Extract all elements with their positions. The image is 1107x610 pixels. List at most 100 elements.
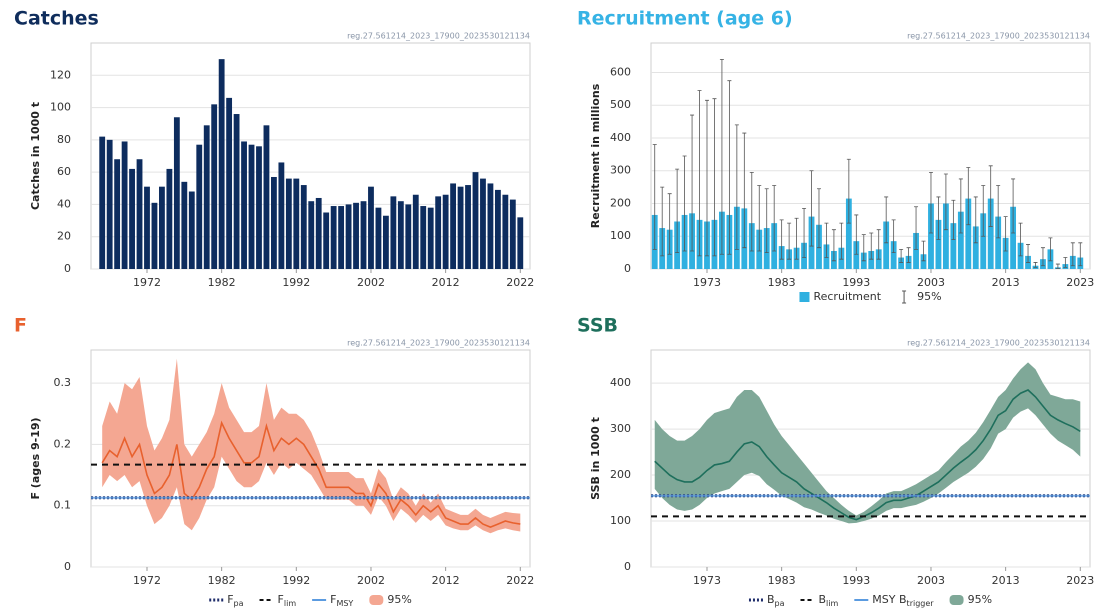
bar	[382, 215, 389, 269]
error-bar	[660, 186, 665, 257]
bar	[853, 241, 860, 269]
bar	[913, 232, 919, 269]
chart-title: Catches	[14, 8, 99, 30]
y-axis-label: Catches in 1000 t	[29, 102, 42, 210]
legend-label: MSY Btrigger	[872, 593, 934, 608]
error-bar	[1063, 257, 1068, 268]
x-tick-label: 2013	[992, 276, 1020, 289]
legend-subscript: lim	[284, 599, 296, 608]
x-tick-label: 2022	[506, 276, 534, 289]
y-tick-label: 500	[610, 98, 631, 111]
error-bar	[973, 196, 978, 244]
y-tick-label: 200	[610, 468, 631, 481]
chart-title: F	[14, 315, 27, 337]
x-tick-label: 2003	[917, 574, 945, 587]
bar	[360, 201, 367, 269]
bar	[218, 59, 225, 270]
y-tick-label: 0	[624, 262, 631, 275]
bar	[972, 226, 979, 269]
legend-label: 95%	[968, 593, 992, 606]
y-tick-label: 60	[57, 165, 71, 178]
bar	[987, 198, 994, 269]
legend-band	[949, 595, 964, 605]
error-bar	[1033, 262, 1038, 268]
error-bar	[1040, 247, 1045, 267]
legend-subscript: MSY	[336, 599, 353, 608]
legend-label: 95%	[387, 593, 411, 606]
bar	[300, 185, 307, 269]
error-bar	[682, 155, 687, 252]
bar	[883, 221, 890, 269]
bar	[390, 196, 397, 269]
error-bar	[1026, 244, 1031, 263]
legend-text: 95%	[387, 593, 411, 606]
confidence-band	[654, 362, 1081, 524]
error-bar	[936, 196, 941, 240]
y-tick-label: 300	[610, 164, 631, 177]
legend: Bpa Blim MSY Btrigger 95%	[748, 593, 992, 608]
x-tick-label: 2012	[432, 276, 460, 289]
legend-swatch	[799, 292, 810, 302]
chart-title: SSB	[577, 315, 618, 337]
error-bar	[779, 219, 784, 260]
bar	[263, 125, 270, 269]
x-tick-label: 1993	[842, 276, 870, 289]
bar	[271, 176, 277, 269]
bar	[345, 204, 352, 269]
error-bar	[1018, 222, 1023, 257]
bar	[106, 139, 113, 269]
bar	[121, 141, 128, 269]
bar	[151, 202, 158, 269]
legend-text: F	[330, 593, 336, 606]
legend-text: B	[819, 593, 827, 606]
y-tick-label: 40	[57, 197, 71, 210]
x-tick-label: 2002	[357, 574, 385, 587]
bar	[412, 194, 419, 269]
legend-label: FMSY	[330, 593, 353, 608]
error-bar	[943, 173, 948, 231]
y-tick-label: 0	[64, 560, 71, 573]
bar	[435, 196, 442, 269]
y-tick-label: 0	[64, 262, 71, 275]
error-bar	[861, 234, 866, 262]
x-tick-label: 2022	[506, 574, 534, 587]
error-bar	[958, 178, 963, 234]
legend-band	[369, 595, 384, 605]
error-bar	[906, 247, 911, 263]
source-note: reg.27.561214_2023_17900_2023530121134	[347, 339, 530, 348]
error-bar	[652, 144, 657, 250]
legend-subscript: pa	[775, 599, 785, 608]
legend-label: 95%	[917, 290, 941, 303]
x-tick-label: 1972	[133, 276, 161, 289]
legend-label: Fpa	[227, 593, 243, 608]
legend-subscript: lim	[826, 599, 838, 608]
error-bar	[831, 229, 836, 262]
error-bar	[802, 208, 807, 258]
error-bar	[988, 165, 993, 227]
error-bar	[846, 158, 851, 224]
error-bar	[719, 58, 724, 255]
source-note: reg.27.561214_2023_17900_2023530121134	[907, 339, 1090, 348]
confidence-band	[102, 358, 521, 534]
x-tick-label: 1983	[768, 574, 796, 587]
bar	[293, 178, 300, 269]
y-tick-label: 100	[50, 101, 71, 114]
y-tick-label: 0.3	[54, 376, 72, 389]
error-bar	[1011, 178, 1016, 234]
bar	[965, 198, 972, 269]
bar	[129, 168, 135, 269]
y-tick-label: 300	[610, 422, 631, 435]
error-bar	[667, 193, 672, 255]
error-bar	[921, 240, 926, 262]
bar	[353, 202, 359, 269]
legend: Fpa Flim FMSY 95%	[209, 593, 412, 608]
error-bar	[794, 217, 799, 260]
y-tick-label: 200	[610, 196, 631, 209]
legend: Recruitment 95%	[799, 290, 942, 304]
bar	[181, 181, 188, 269]
source-note: reg.27.561214_2023_17900_2023530121134	[347, 32, 530, 41]
x-tick-label: 2023	[1066, 574, 1094, 587]
error-bar	[1003, 216, 1008, 252]
y-tick-label: 400	[610, 376, 631, 389]
